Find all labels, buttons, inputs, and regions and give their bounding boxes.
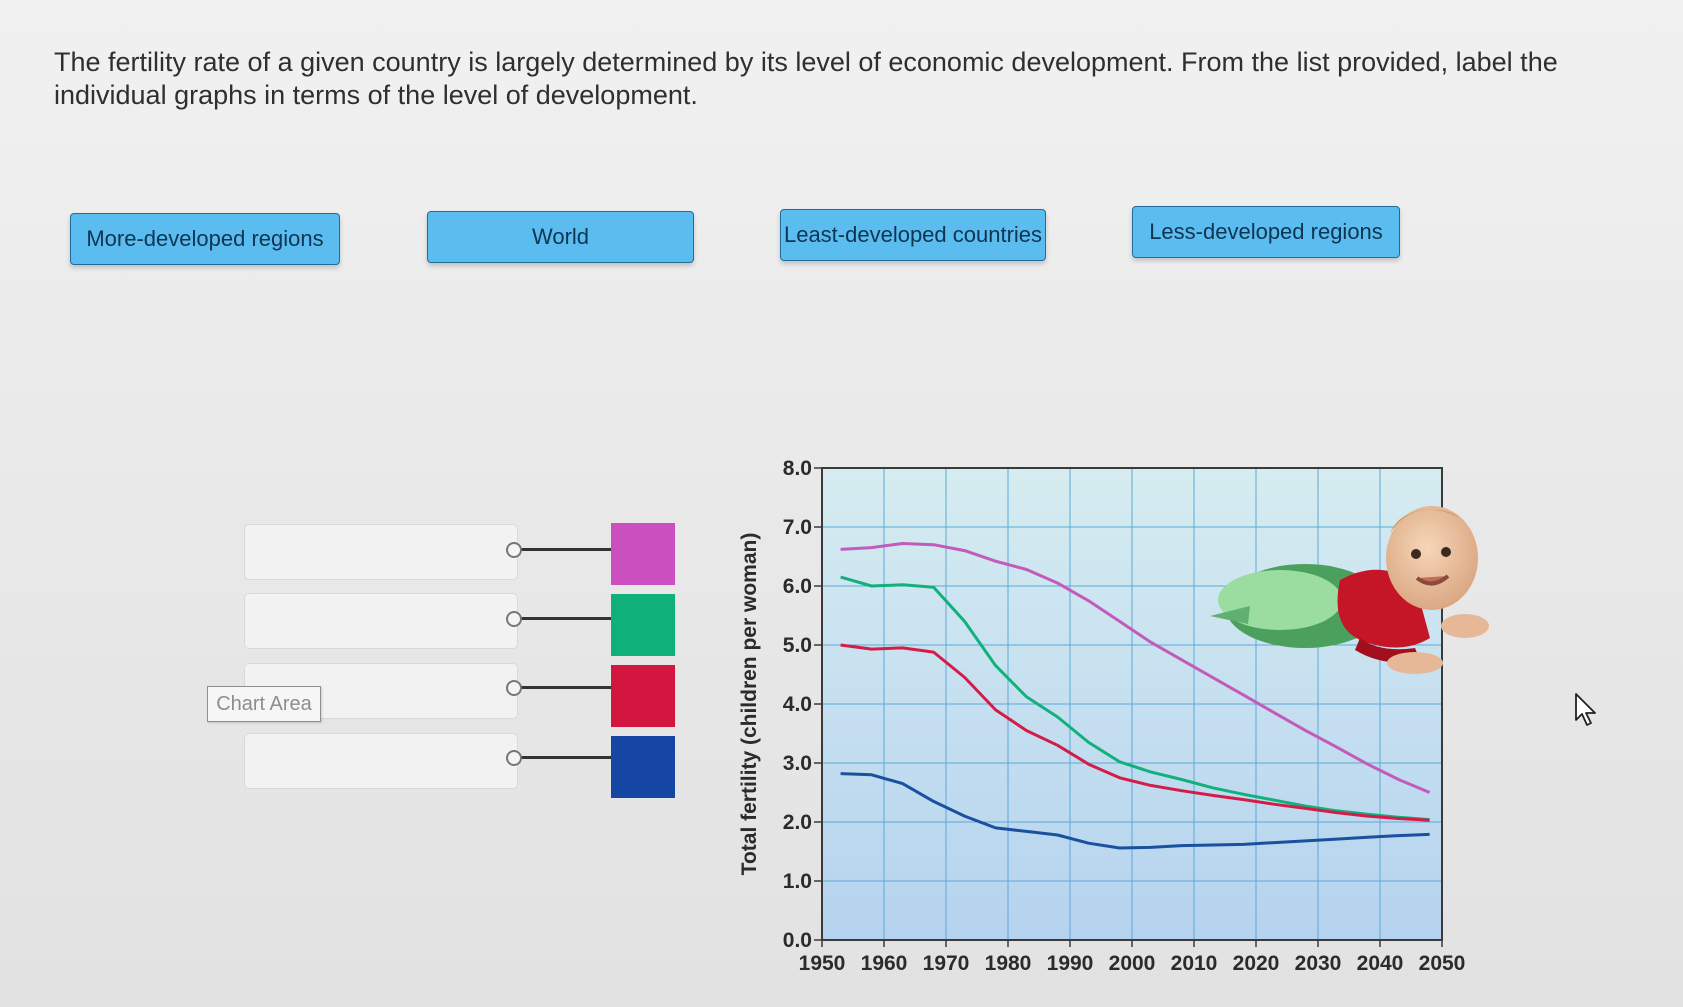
connector-handle-4[interactable] (506, 750, 522, 766)
x-tick-label: 2000 (1109, 952, 1156, 975)
fertility-line-chart: 1950 1960 1970 1980 1990 2000 2010 2020 2030 2040… (738, 457, 1489, 975)
y-tick-label: 5.0 (783, 634, 812, 657)
x-tick-label: 1990 (1047, 952, 1094, 975)
series-line-1 (840, 542, 1431, 794)
y-tick-label: 1.0 (783, 870, 812, 893)
series-line-3 (840, 643, 1430, 822)
drop-target-4[interactable] (244, 733, 518, 789)
y-tick-label: 7.0 (783, 516, 812, 539)
series-lines (840, 542, 1431, 850)
x-tick-label: 2020 (1233, 952, 1280, 975)
x-tick-label: 2010 (1171, 952, 1218, 975)
swatch-green (611, 594, 675, 656)
y-axis-label: Total fertility (children per woman) (738, 533, 761, 876)
connector-handle-1[interactable] (506, 542, 522, 558)
x-tick-label: 2040 (1357, 952, 1404, 975)
label-world[interactable]: World (427, 211, 694, 263)
x-tick-label: 2030 (1295, 952, 1342, 975)
connector-handle-2[interactable] (506, 611, 522, 627)
y-tick-label: 8.0 (783, 457, 812, 480)
y-tick-label: 4.0 (783, 693, 812, 716)
label-less-developed-regions[interactable]: Less-developed regions (1132, 206, 1400, 258)
x-axis-ticks: 1950 1960 1970 1980 1990 2000 2010 2020 2030 2040… (799, 940, 1466, 975)
y-tick-label: 3.0 (783, 752, 812, 775)
question-text: The fertility rate of a given country is… (54, 47, 1558, 110)
connector-line-3 (514, 686, 624, 689)
y-tick-label: 2.0 (783, 811, 812, 834)
drop-target-1[interactable] (244, 524, 518, 580)
connector-line-2 (514, 617, 624, 620)
drop-target-2[interactable] (244, 593, 518, 649)
swatch-red (611, 665, 675, 727)
series-line-2 (840, 575, 1430, 822)
x-tick-label: 1960 (861, 952, 908, 975)
baby-illustration (1210, 506, 1489, 674)
swatch-magenta (611, 523, 675, 585)
x-tick-label: 1950 (799, 952, 846, 975)
y-axis-ticks: 0.0 1.0 2.0 3.0 4.0 5.0 6.0 7.0 8.0 (783, 457, 822, 952)
swatch-blue (611, 736, 675, 798)
chart-area-tooltip: Chart Area (207, 686, 321, 722)
x-tick-label: 1980 (985, 952, 1032, 975)
x-tick-label: 2050 (1419, 952, 1466, 975)
series-line-4 (840, 772, 1430, 850)
mouse-cursor-icon (1575, 693, 1596, 726)
connector-line-4 (514, 756, 624, 759)
connector-handle-3[interactable] (506, 680, 522, 696)
y-tick-label: 6.0 (783, 575, 812, 598)
y-tick-label: 0.0 (783, 929, 812, 952)
label-more-developed-regions[interactable]: More-developed regions (70, 213, 340, 265)
connector-line-1 (514, 548, 624, 551)
label-least-developed-countries[interactable]: Least-developed countries (780, 209, 1046, 261)
x-tick-label: 1970 (923, 952, 970, 975)
